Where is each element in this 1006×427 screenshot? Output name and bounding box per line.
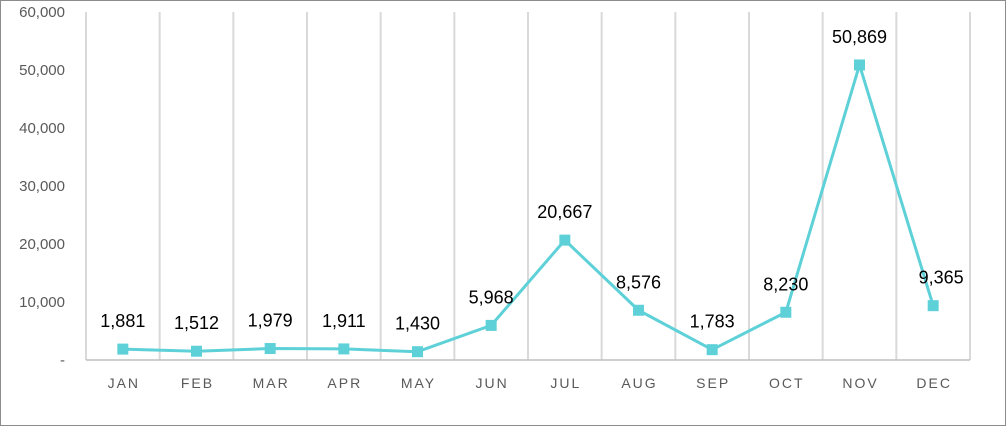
x-tick-label: SEP (696, 375, 730, 391)
data-point-marker (780, 306, 792, 318)
x-tick-label: AUG (621, 375, 657, 391)
data-label: 1,430 (395, 314, 440, 334)
data-point-marker (338, 343, 350, 355)
x-tick-label: JUL (550, 375, 581, 391)
x-tick-label: MAR (253, 375, 290, 391)
x-tick-label: APR (327, 375, 362, 391)
series (117, 59, 939, 358)
data-point-marker (927, 300, 939, 312)
data-point-marker (412, 346, 423, 358)
gridlines (85, 12, 971, 360)
y-tick-label: 50,000 (19, 62, 65, 79)
data-point-marker (117, 343, 129, 355)
data-label: 9,365 (919, 268, 964, 288)
data-label: 1,783 (690, 312, 735, 332)
data-point-marker (191, 345, 202, 357)
y-tick-label: - (60, 352, 65, 369)
data-label: 50,869 (832, 27, 887, 47)
data-label: 1,979 (248, 311, 293, 331)
data-label: 20,667 (537, 202, 592, 222)
x-tick-label: DEC (916, 375, 952, 391)
y-tick-label: 20,000 (19, 236, 65, 253)
y-tick-label: 10,000 (19, 294, 65, 311)
x-axis-ticks: JAN FEB MAR APR MAY JUN JUL AUG SEP OCT NOV DEC (108, 375, 952, 391)
data-label: 5,968 (469, 287, 514, 307)
data-point-marker (485, 319, 497, 331)
y-tick-label: 60,000 (19, 4, 65, 21)
y-axis-ticks: - 10,000 20,000 30,000 40,000 50,000 60,000 (19, 4, 65, 369)
data-label: 1,512 (174, 313, 219, 333)
data-point-marker (264, 343, 276, 355)
data-label: 1,911 (322, 311, 366, 331)
x-tick-label: NOV (842, 375, 878, 391)
data-labels: 1,881 1,512 1,979 1,911 1,430 5,968 20,667 8,57… (100, 27, 963, 334)
data-label: 8,230 (763, 274, 808, 294)
data-point-marker (559, 234, 571, 246)
data-point-marker (633, 304, 644, 316)
data-label: 1,881 (100, 311, 145, 331)
series-line (122, 63, 935, 354)
x-tick-label: FEB (181, 375, 214, 391)
data-point-marker (706, 344, 718, 356)
x-tick-label: MAY (401, 375, 436, 391)
data-point-marker (854, 59, 865, 71)
data-label: 8,576 (616, 272, 661, 292)
x-tick-label: JUN (476, 375, 509, 391)
y-tick-label: 30,000 (19, 178, 65, 195)
x-tick-label: OCT (769, 375, 805, 391)
x-tick-label: JAN (108, 375, 140, 391)
y-tick-label: 40,000 (19, 120, 65, 137)
